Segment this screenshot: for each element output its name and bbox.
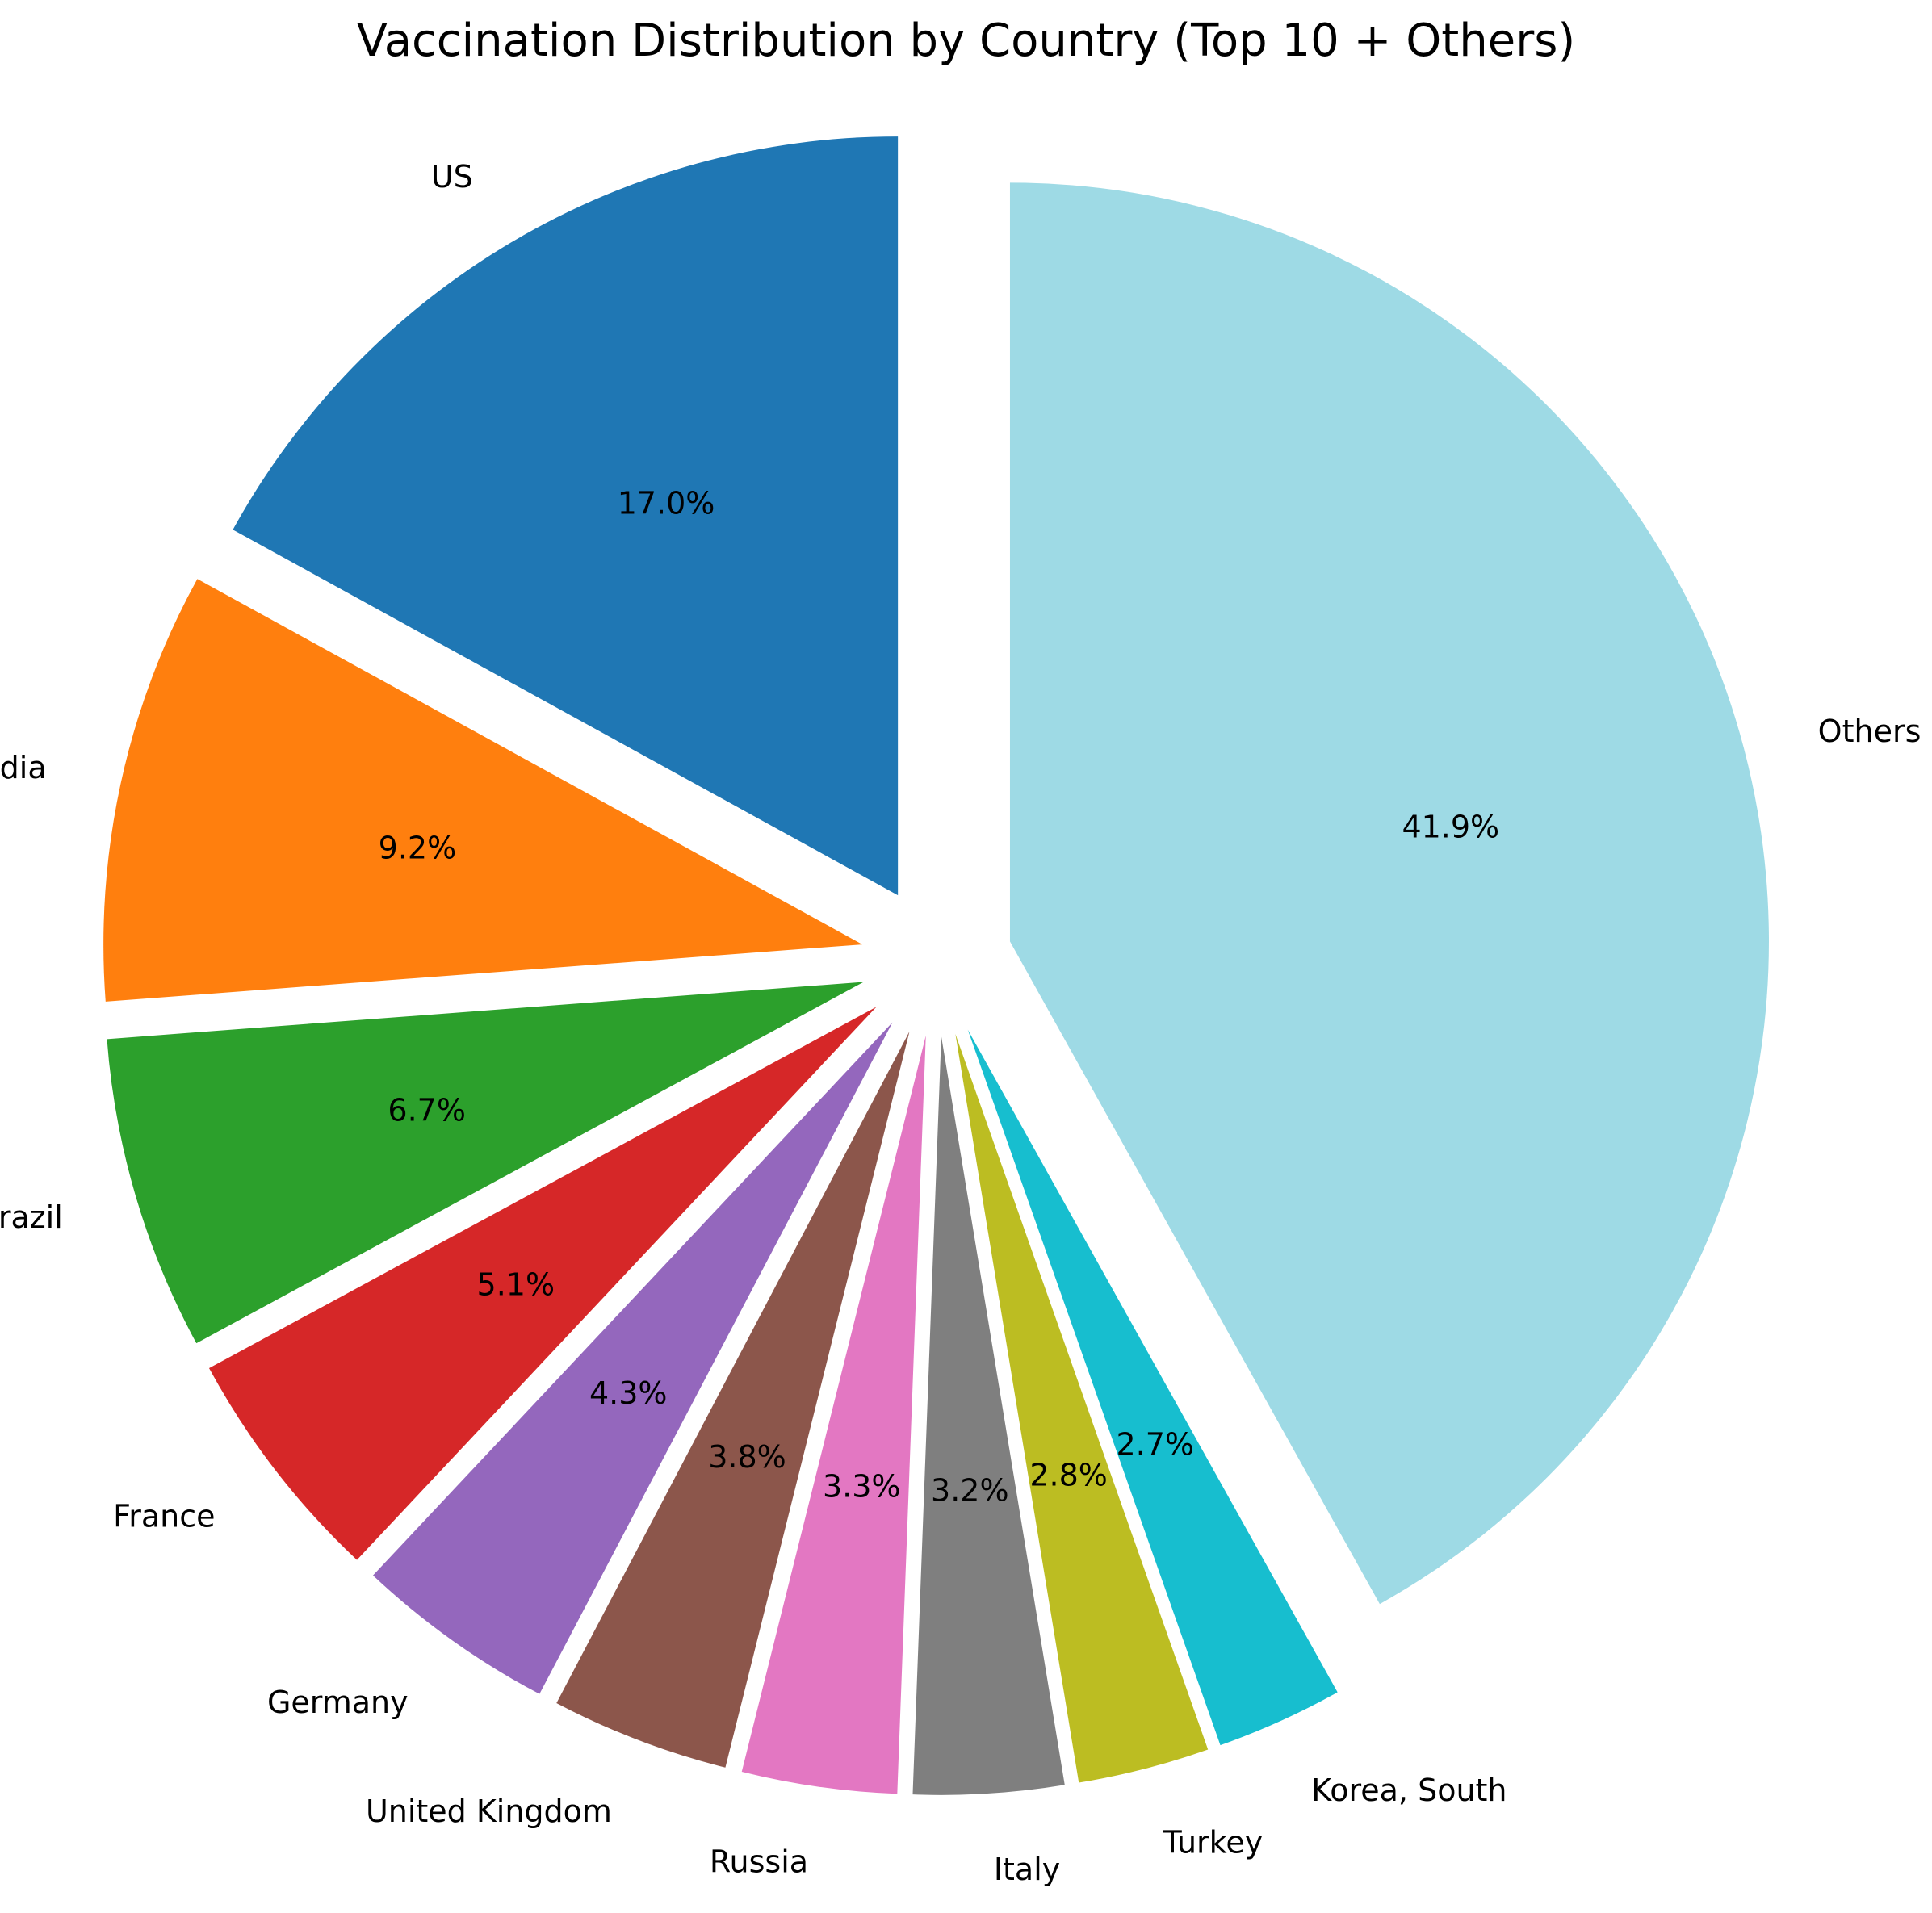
chart-title: Vaccination Distribution by Country (Top… <box>356 15 1576 67</box>
slice-label: India <box>0 750 47 785</box>
pie-slice-germany <box>372 1022 893 1694</box>
pct-label: 4.3% <box>589 1375 668 1411</box>
pie-slice-russia <box>741 1036 926 1794</box>
slice-label: Turkey <box>1163 1825 1264 1861</box>
pie-slice-india <box>103 579 863 1002</box>
pct-label: 2.7% <box>1117 1427 1195 1463</box>
slice-label: Korea, South <box>1311 1773 1507 1808</box>
pct-label: 3.8% <box>708 1439 786 1475</box>
slice-label: US <box>431 159 473 195</box>
pie-slice-us <box>233 136 899 896</box>
slice-label: Brazil <box>0 1199 63 1235</box>
pct-label: 3.3% <box>823 1468 901 1504</box>
pct-label: 2.8% <box>1029 1457 1108 1492</box>
slice-label: Italy <box>994 1852 1060 1887</box>
pie-slice-united-kingdom <box>556 1031 910 1768</box>
pct-label: 6.7% <box>388 1093 466 1128</box>
pct-label: 5.1% <box>477 1267 555 1303</box>
pct-label: 9.2% <box>379 830 457 865</box>
pie-slice-italy <box>912 1036 1065 1795</box>
pct-label: 3.2% <box>931 1473 1009 1509</box>
slice-label: United Kingdom <box>366 1794 612 1829</box>
pie-slice-france <box>208 1007 877 1560</box>
pct-label: 17.0% <box>618 486 715 521</box>
slice-label: Russia <box>710 1844 808 1880</box>
pie-slice-turkey <box>955 1034 1209 1783</box>
slice-label: Germany <box>267 1685 409 1720</box>
pie-slice-others <box>1009 182 1769 1605</box>
pie-slice-brazil <box>107 982 864 1344</box>
slice-label: Others <box>1818 714 1922 749</box>
pct-label: 41.9% <box>1402 809 1499 844</box>
slice-label: France <box>113 1499 215 1534</box>
pie-slice-korea-south <box>967 1029 1338 1746</box>
